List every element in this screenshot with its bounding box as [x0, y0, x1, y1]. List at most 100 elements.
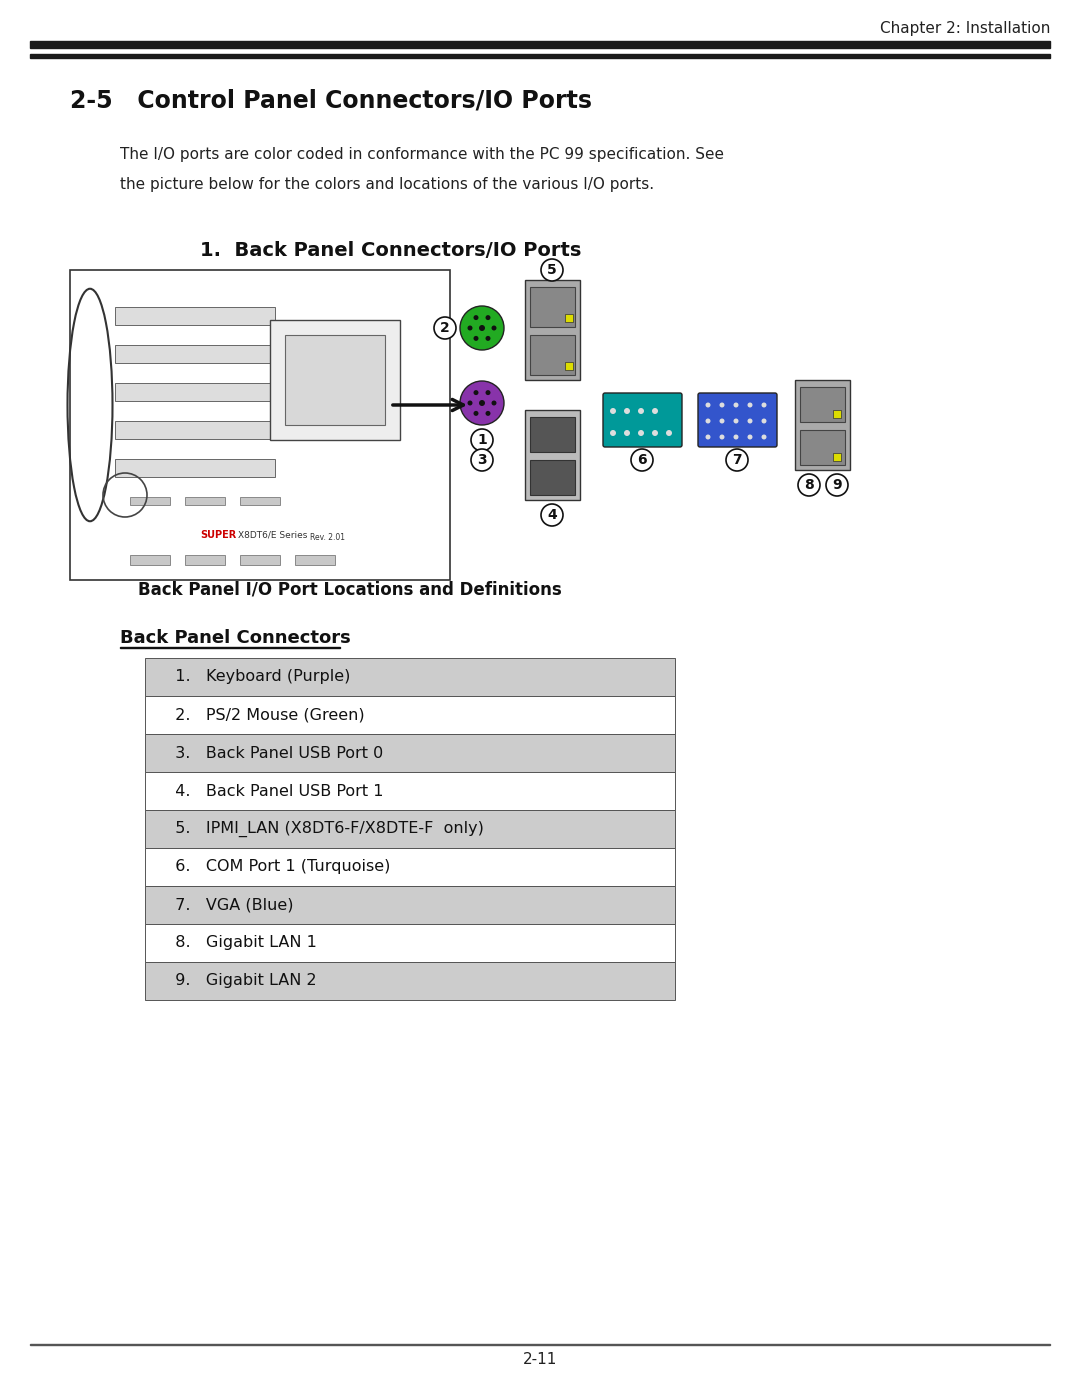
Circle shape	[541, 258, 563, 281]
Text: 1: 1	[477, 433, 487, 447]
Circle shape	[473, 335, 478, 341]
Bar	[833, 409, 841, 418]
Circle shape	[480, 400, 485, 407]
Bar	[114, 420, 275, 439]
Text: Back Panel Connectors: Back Panel Connectors	[120, 629, 351, 647]
Circle shape	[631, 448, 653, 471]
Bar	[240, 555, 280, 564]
Circle shape	[473, 390, 478, 395]
Circle shape	[541, 504, 563, 527]
Circle shape	[733, 434, 739, 440]
Bar	[145, 696, 675, 733]
Circle shape	[638, 408, 644, 414]
Circle shape	[486, 335, 490, 341]
Bar	[285, 335, 384, 425]
Circle shape	[761, 402, 767, 408]
Circle shape	[471, 448, 492, 471]
Text: 6: 6	[637, 453, 647, 467]
Text: 4: 4	[548, 509, 557, 522]
Circle shape	[471, 429, 492, 451]
Circle shape	[468, 401, 473, 405]
Text: 1.   Keyboard (Purple): 1. Keyboard (Purple)	[165, 669, 350, 685]
Circle shape	[747, 402, 753, 408]
Bar	[30, 54, 1050, 59]
Text: the picture below for the colors and locations of the various I/O ports.: the picture below for the colors and loc…	[120, 177, 654, 193]
Bar	[530, 416, 575, 453]
Text: 5: 5	[548, 263, 557, 277]
Circle shape	[652, 430, 658, 436]
Text: 2-5   Control Panel Connectors/IO Ports: 2-5 Control Panel Connectors/IO Ports	[70, 88, 592, 112]
Bar	[145, 733, 675, 773]
Bar	[114, 383, 275, 401]
Bar	[114, 307, 275, 326]
Bar	[130, 555, 170, 564]
Text: 9: 9	[833, 478, 841, 492]
Circle shape	[486, 411, 490, 416]
Bar	[185, 497, 225, 504]
Circle shape	[473, 411, 478, 416]
Text: 2.   PS/2 Mouse (Green): 2. PS/2 Mouse (Green)	[165, 707, 365, 722]
Circle shape	[486, 390, 490, 395]
Text: 5.   IPMI_LAN (X8DT6-F/X8DTE-F  only): 5. IPMI_LAN (X8DT6-F/X8DTE-F only)	[165, 821, 484, 837]
Bar	[30, 1344, 1050, 1345]
Text: 6.   COM Port 1 (Turquoise): 6. COM Port 1 (Turquoise)	[165, 859, 390, 875]
Bar	[240, 497, 280, 504]
Bar	[130, 497, 170, 504]
Text: 8.   Gigabit LAN 1: 8. Gigabit LAN 1	[165, 936, 316, 950]
Circle shape	[747, 419, 753, 423]
Circle shape	[761, 434, 767, 440]
Circle shape	[719, 402, 725, 408]
Bar	[530, 460, 575, 495]
Circle shape	[486, 316, 490, 320]
Circle shape	[460, 381, 504, 425]
Bar	[295, 555, 335, 564]
Text: 4.   Back Panel USB Port 1: 4. Back Panel USB Port 1	[165, 784, 383, 799]
Bar	[145, 963, 675, 1000]
Bar	[145, 848, 675, 886]
Bar	[270, 320, 400, 440]
Bar	[145, 923, 675, 963]
Bar	[145, 658, 675, 696]
Text: SUPER: SUPER	[200, 529, 237, 541]
Bar	[145, 886, 675, 923]
Circle shape	[480, 326, 485, 331]
Circle shape	[747, 434, 753, 440]
Text: Chapter 2: Installation: Chapter 2: Installation	[879, 21, 1050, 35]
Bar	[70, 270, 450, 580]
Circle shape	[610, 408, 616, 414]
Circle shape	[719, 419, 725, 423]
Circle shape	[733, 419, 739, 423]
Text: 3.   Back Panel USB Port 0: 3. Back Panel USB Port 0	[165, 746, 383, 760]
Circle shape	[826, 474, 848, 496]
Circle shape	[468, 326, 473, 331]
Circle shape	[638, 430, 644, 436]
Circle shape	[719, 434, 725, 440]
Bar	[565, 362, 573, 370]
Bar	[800, 430, 845, 465]
Bar	[800, 387, 845, 422]
Bar	[833, 453, 841, 461]
Bar	[30, 41, 1050, 47]
Text: 3: 3	[477, 453, 487, 467]
Circle shape	[491, 401, 497, 405]
Circle shape	[761, 419, 767, 423]
Bar	[525, 409, 580, 500]
Text: The I/O ports are color coded in conformance with the PC 99 specification. See: The I/O ports are color coded in conform…	[120, 148, 724, 162]
Circle shape	[473, 316, 478, 320]
Circle shape	[666, 430, 672, 436]
Circle shape	[624, 430, 630, 436]
Text: 7: 7	[732, 453, 742, 467]
Circle shape	[652, 408, 658, 414]
Bar	[795, 380, 850, 469]
Bar	[145, 773, 675, 810]
Circle shape	[624, 408, 630, 414]
Bar	[114, 460, 275, 476]
Circle shape	[491, 326, 497, 331]
Circle shape	[705, 419, 711, 423]
Text: 2: 2	[441, 321, 450, 335]
Bar	[145, 810, 675, 848]
Bar	[530, 335, 575, 374]
Text: 2-11: 2-11	[523, 1352, 557, 1368]
Circle shape	[610, 430, 616, 436]
FancyBboxPatch shape	[603, 393, 681, 447]
